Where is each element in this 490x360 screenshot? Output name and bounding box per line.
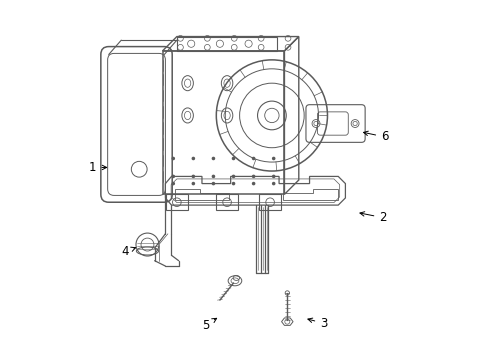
Circle shape [272, 175, 275, 178]
Circle shape [232, 175, 235, 178]
Text: 5: 5 [202, 318, 217, 332]
Circle shape [192, 182, 195, 185]
Circle shape [212, 182, 215, 185]
Circle shape [272, 182, 275, 185]
Circle shape [172, 157, 175, 160]
Text: 3: 3 [308, 317, 328, 330]
Circle shape [192, 157, 195, 160]
Circle shape [212, 157, 215, 160]
Circle shape [232, 182, 235, 185]
Text: 6: 6 [364, 130, 389, 144]
Circle shape [252, 182, 255, 185]
Text: 1: 1 [89, 161, 107, 174]
Text: 4: 4 [121, 245, 136, 258]
Circle shape [232, 157, 235, 160]
Circle shape [212, 175, 215, 178]
Circle shape [252, 175, 255, 178]
Circle shape [172, 182, 175, 185]
Circle shape [172, 175, 175, 178]
Circle shape [252, 157, 255, 160]
Circle shape [272, 157, 275, 160]
Text: 2: 2 [360, 211, 387, 224]
Circle shape [192, 175, 195, 178]
